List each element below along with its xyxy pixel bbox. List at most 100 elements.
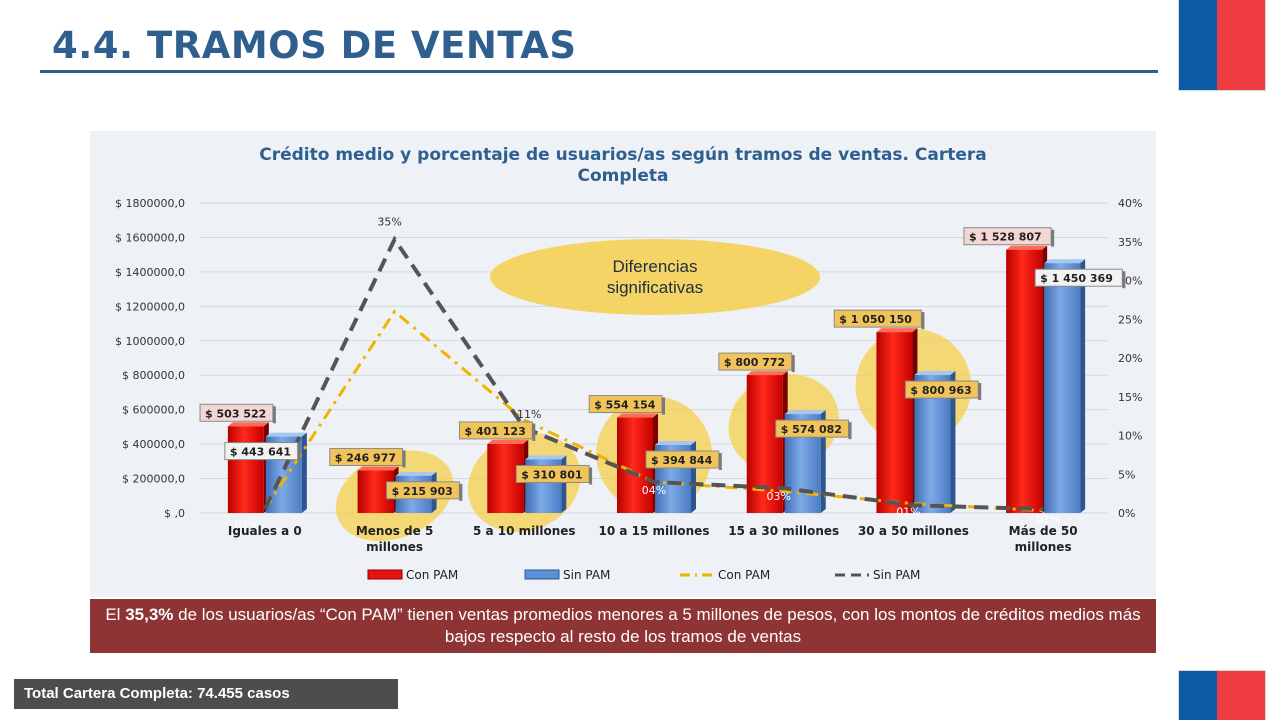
legend-swatch-con-pam-bar bbox=[367, 569, 403, 580]
y-left-tick-label: $ 200000,0 bbox=[122, 473, 185, 486]
annotation-text-line-2: significativas bbox=[607, 278, 703, 297]
bar-value-label: $ 443 641 bbox=[230, 446, 291, 459]
y-right-tick-label: 25% bbox=[1118, 313, 1142, 326]
y-left-tick-label: $ 1000000,0 bbox=[115, 335, 185, 348]
line-value-label: 04% bbox=[642, 484, 666, 497]
y-right-tick-label: 20% bbox=[1118, 352, 1142, 365]
bar-top-face bbox=[655, 440, 696, 445]
bar-con-pam bbox=[1006, 249, 1043, 514]
bar-label-shadow bbox=[921, 312, 925, 330]
y-left-tick-label: $ ,0 bbox=[164, 507, 185, 520]
x-category-label: millones bbox=[1015, 540, 1072, 554]
bar-top-face bbox=[395, 471, 437, 476]
bar-value-label: $ 401 123 bbox=[464, 425, 525, 438]
legend-label: Sin PAM bbox=[563, 568, 610, 582]
bar-sin-pam bbox=[1044, 263, 1081, 513]
bar-label-box bbox=[515, 464, 590, 483]
y-left-tick-label: $ 1600000,0 bbox=[115, 231, 185, 244]
bar-label-shadow bbox=[1051, 229, 1055, 247]
y-left-tick-label: $ 600000,0 bbox=[122, 404, 185, 417]
bar-label-box bbox=[963, 227, 1052, 246]
bar-value-label: $ 503 522 bbox=[205, 407, 266, 420]
y-right-tick-label: 40% bbox=[1118, 197, 1142, 210]
bar-side-face bbox=[301, 432, 307, 513]
bar-label-shadow bbox=[978, 383, 982, 401]
bar-top-face bbox=[357, 466, 399, 471]
credit-chart: Crédito medio y porcentaje de usuarios/a… bbox=[115, 145, 1142, 582]
y-right-tick-label: 15% bbox=[1118, 391, 1142, 404]
bar-side-face bbox=[561, 455, 567, 513]
bar-top-face bbox=[746, 371, 788, 376]
bar-label-shadow bbox=[272, 406, 276, 424]
bar-label-shadow bbox=[1122, 271, 1126, 289]
annotation-text-line-1: Diferencias bbox=[612, 257, 697, 276]
bar-top-face bbox=[525, 455, 567, 460]
chart-title-line-2: Completa bbox=[578, 166, 669, 186]
x-category-label: 30 a 50 millones bbox=[858, 524, 969, 538]
bar-value-label: $ 800 772 bbox=[724, 356, 785, 369]
chart-panel: Crédito medio y porcentaje de usuarios/a… bbox=[90, 131, 1156, 597]
bar-value-label: $ 1 450 369 bbox=[1040, 272, 1113, 285]
banner-highlight: 35,3% bbox=[125, 605, 174, 624]
bar-value-label: $ 310 801 bbox=[521, 468, 582, 481]
x-category-label: Menos de 5 bbox=[356, 524, 433, 538]
bar-top-face bbox=[1044, 259, 1086, 264]
bar-top-face bbox=[876, 328, 918, 333]
legend-label: Sin PAM bbox=[873, 568, 920, 582]
bar-top-face bbox=[265, 432, 307, 437]
bar-con-pam bbox=[876, 332, 913, 513]
bar-top-face bbox=[1006, 245, 1048, 250]
bar-label-shadow bbox=[718, 452, 722, 470]
chart-title-line-1: Crédito medio y porcentaje de usuarios/a… bbox=[259, 145, 987, 165]
x-category-label: 10 a 15 millones bbox=[599, 524, 710, 538]
legend-swatch-sin-pam-bar bbox=[524, 569, 560, 580]
line-value-label: 35% bbox=[377, 215, 401, 228]
bar-value-label: $ 1 528 807 bbox=[969, 231, 1042, 244]
bar-value-label: $ 215 903 bbox=[392, 485, 453, 498]
title-underline bbox=[40, 70, 1158, 73]
y-left-tick-label: $ 1800000,0 bbox=[115, 197, 185, 210]
banner-text-pre: El bbox=[105, 605, 126, 624]
chile-flag-logo-top bbox=[1179, 0, 1265, 90]
y-left-tick-label: $ 1200000,0 bbox=[115, 300, 185, 313]
bar-label-shadow bbox=[791, 355, 795, 373]
bar-top-face bbox=[487, 439, 529, 444]
bar-top-face bbox=[617, 413, 658, 418]
legend-label: Con PAM bbox=[718, 568, 770, 582]
flag-red-stripe bbox=[1217, 0, 1265, 90]
line-sin-pam bbox=[263, 235, 1044, 512]
bar-label-shadow bbox=[532, 423, 536, 441]
flag-blue-stripe bbox=[1179, 671, 1217, 720]
chile-flag-logo-bottom bbox=[1179, 671, 1265, 720]
flag-blue-stripe bbox=[1179, 0, 1217, 90]
x-category-label: 15 a 30 millones bbox=[728, 524, 839, 538]
bar-label-shadow bbox=[848, 422, 852, 440]
bar-label-shadow bbox=[297, 444, 301, 462]
y-right-tick-label: 5% bbox=[1118, 468, 1135, 481]
x-category-label: Más de 50 bbox=[1009, 524, 1078, 538]
bar-value-label: $ 800 963 bbox=[910, 384, 971, 397]
legend-label: Con PAM bbox=[406, 568, 458, 582]
bar-side-face bbox=[1080, 259, 1086, 513]
bar-label-shadow bbox=[459, 483, 463, 501]
x-category-label: Iguales a 0 bbox=[228, 524, 302, 538]
y-left-tick-label: $ 800000,0 bbox=[122, 369, 185, 382]
bar-top-face bbox=[914, 371, 956, 376]
x-category-label: millones bbox=[366, 540, 423, 554]
banner-text-post: de los usuarios/as “Con PAM” tienen vent… bbox=[173, 605, 1141, 646]
bar-side-face bbox=[950, 371, 956, 513]
bar-con-pam bbox=[227, 426, 264, 513]
x-category-label: 5 a 10 millones bbox=[473, 524, 576, 538]
line-value-label: 01% bbox=[235, 519, 259, 532]
bar-top-face bbox=[784, 410, 826, 415]
bar-label-shadow bbox=[589, 467, 593, 485]
y-left-tick-label: $ 400000,0 bbox=[122, 438, 185, 451]
bar-label-shadow bbox=[402, 450, 406, 468]
bar-value-label: $ 574 082 bbox=[781, 423, 842, 436]
bar-top-face bbox=[227, 422, 269, 427]
y-right-tick-label: 35% bbox=[1118, 236, 1142, 249]
y-right-tick-label: 0% bbox=[1118, 507, 1135, 520]
bar-label-shadow bbox=[662, 397, 665, 415]
flag-red-stripe bbox=[1217, 671, 1265, 720]
total-cases-footer: Total Cartera Completa: 74.455 casos bbox=[14, 679, 398, 709]
